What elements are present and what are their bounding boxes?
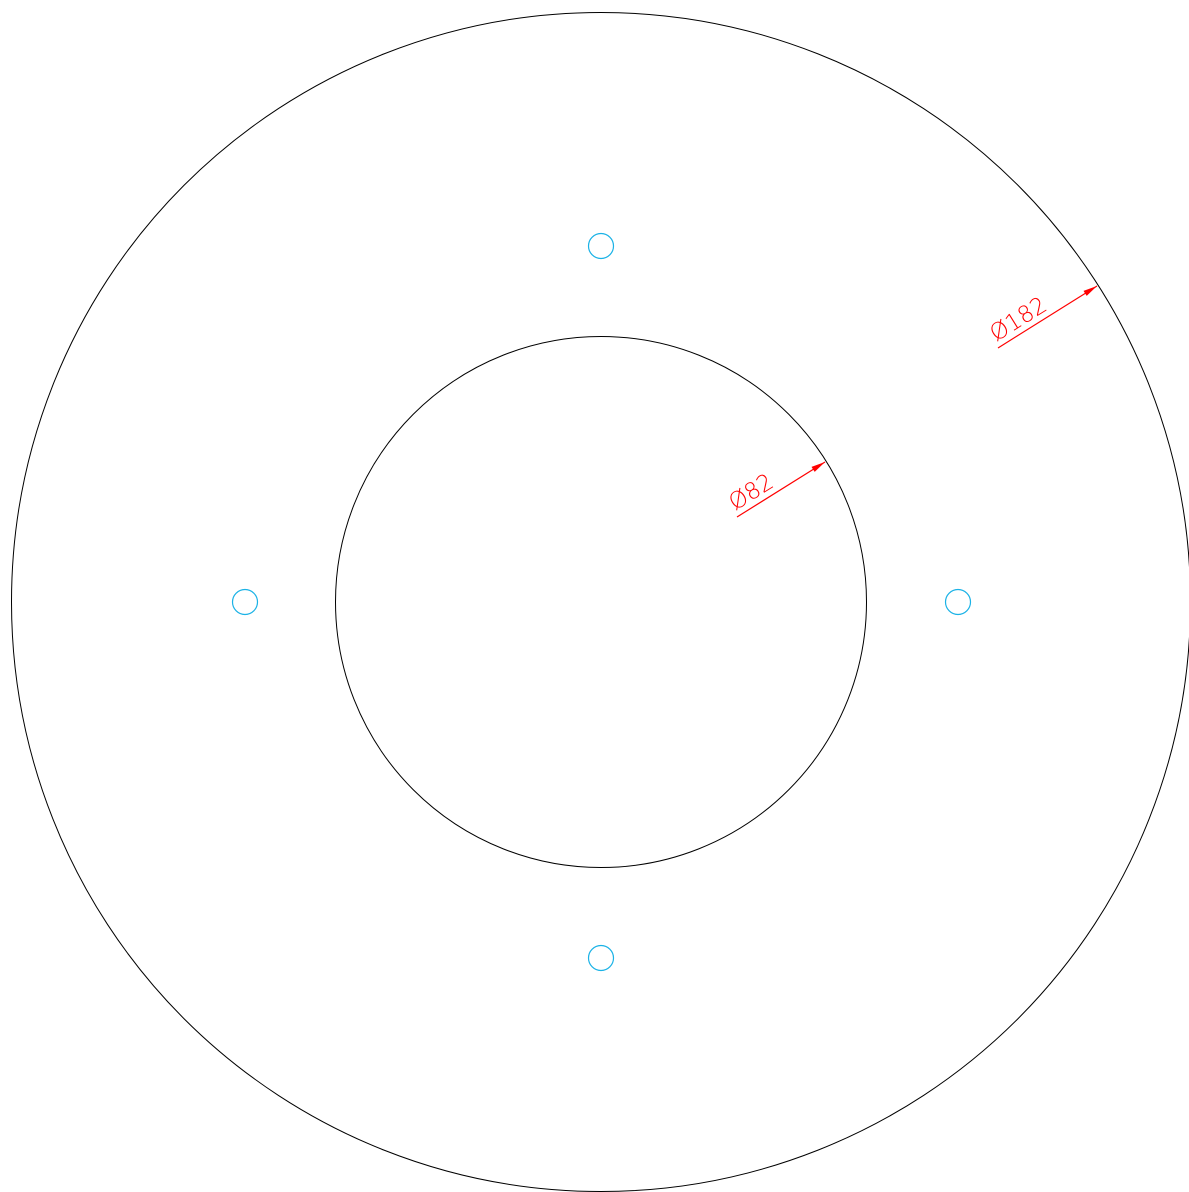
inner-circle	[335, 336, 867, 868]
dimension-label: Ø82	[724, 469, 778, 516]
arrowhead	[811, 462, 825, 472]
arrowhead	[1083, 286, 1097, 296]
hole	[587, 232, 615, 260]
dimension-label: Ø182	[985, 292, 1051, 347]
dimension-line	[736, 461, 826, 518]
hole	[231, 588, 259, 616]
hole	[587, 944, 615, 972]
dimension-line	[997, 285, 1098, 349]
hole	[944, 588, 972, 616]
outer-circle	[11, 12, 1189, 1192]
